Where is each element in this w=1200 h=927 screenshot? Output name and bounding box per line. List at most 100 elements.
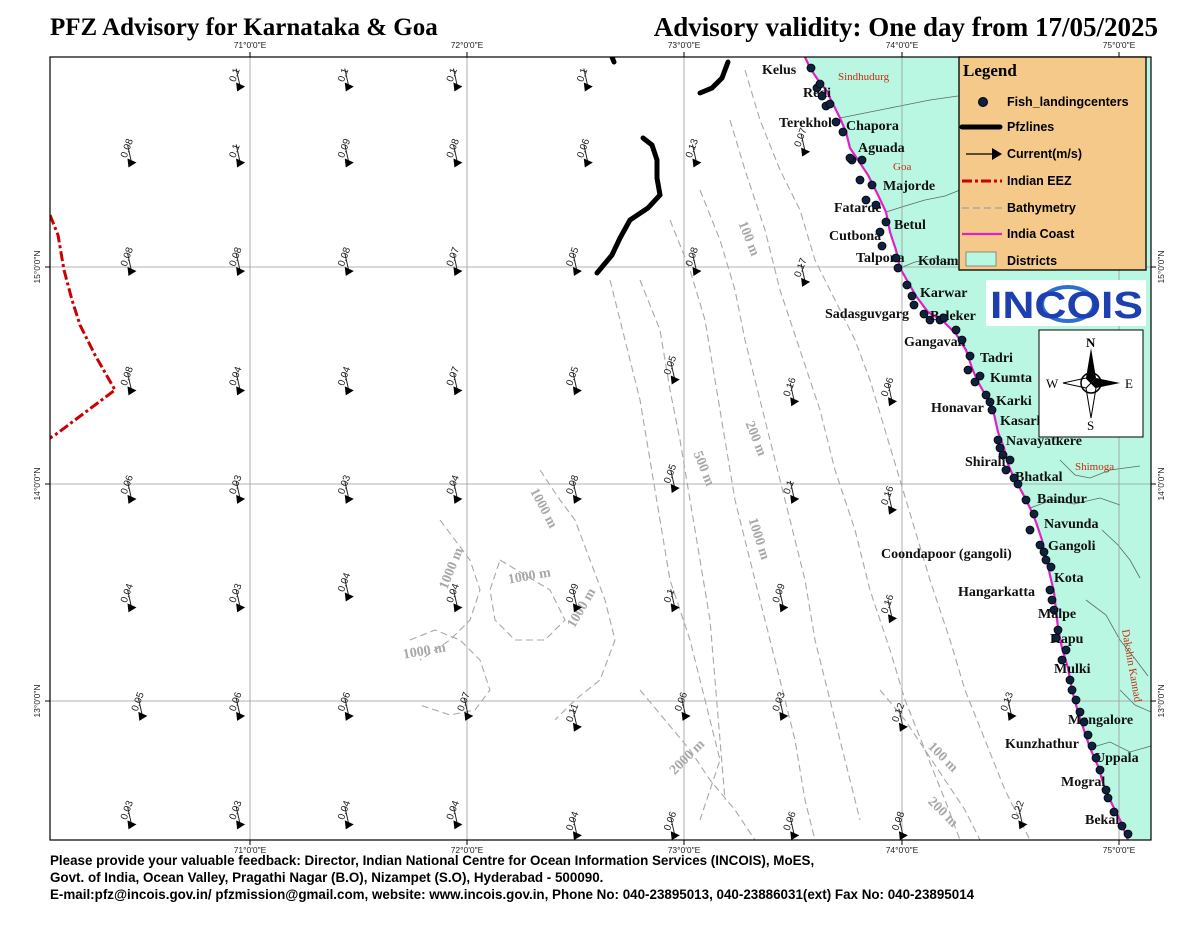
current-arrowhead — [127, 603, 137, 613]
landing-center-label: Kolam — [918, 254, 959, 269]
landing-center-label: Hangarkatta — [958, 585, 1035, 600]
landing-center-dot — [939, 313, 949, 323]
landing-center-label: Majorde — [883, 179, 935, 194]
landing-center-label: Chapora — [846, 119, 899, 134]
landing-center-dot — [825, 99, 835, 109]
current-arrowhead — [670, 603, 680, 613]
current-arrowhead — [344, 386, 354, 396]
landing-center-dot — [1025, 525, 1035, 535]
current-shaft — [887, 600, 893, 619]
current-vector: 0.1 — [575, 66, 593, 92]
current-arrowhead — [790, 397, 800, 407]
current-arrowhead — [583, 82, 593, 92]
landing-center-dot — [1095, 765, 1105, 775]
current-arrowhead — [453, 82, 463, 92]
current-arrowhead — [236, 158, 246, 168]
current-shaft — [1007, 697, 1013, 716]
landing-center-label: Mulki — [1054, 662, 1091, 677]
footer-line-2: Govt. of India, Ocean Valley, Pragathi N… — [50, 870, 604, 885]
current-shaft — [887, 383, 893, 402]
landing-center-label: Baindur — [1037, 492, 1087, 507]
current-arrowhead — [344, 158, 354, 168]
landing-center-label: Navunda — [1044, 517, 1098, 532]
current-shaft — [126, 144, 132, 163]
current-arrowhead — [453, 820, 463, 830]
landing-center-dot — [907, 291, 917, 301]
lat-tick-left: 14°0'0"N — [32, 467, 42, 500]
landing-center-dot — [1117, 821, 1127, 831]
current-arrowhead — [236, 820, 246, 830]
landing-center-dot — [1029, 509, 1039, 519]
current-arrowhead — [583, 158, 593, 168]
current-shaft — [344, 480, 350, 499]
current-shaft — [691, 144, 697, 163]
compass-e: E — [1125, 376, 1133, 391]
incois-logo: INCOIS — [986, 280, 1146, 327]
landing-center-dot — [995, 443, 1005, 453]
landing-center-dot — [951, 325, 961, 335]
current-arrowhead — [888, 397, 898, 407]
current-arrowhead — [670, 484, 680, 493]
landing-center-dot — [981, 390, 991, 400]
landing-center-dot — [815, 79, 825, 89]
landing-center-dot — [875, 227, 885, 237]
lon-tick-bottom: 71°0'0"E — [234, 845, 267, 855]
current-arrowhead — [344, 82, 354, 92]
validity-title: Advisory validity: One day from 17/05/20… — [653, 12, 1158, 42]
compass-ring — [1080, 372, 1102, 394]
current-shaft — [789, 383, 795, 402]
current-arrowhead — [453, 158, 463, 168]
landing-center-dot — [1109, 807, 1119, 817]
current-shaft — [452, 480, 458, 499]
current-shaft — [452, 806, 458, 825]
landing-center-dot — [1067, 685, 1077, 695]
current-speed-label: 0.1 — [662, 587, 677, 604]
lat-tick-left: 15°0'0"N — [32, 250, 42, 283]
current-shaft — [344, 578, 350, 597]
landing-center-dot — [925, 315, 935, 325]
current-shaft — [800, 263, 806, 282]
current-shaft — [235, 480, 241, 499]
landing-center-dot — [987, 405, 997, 415]
compass-north-needle — [1086, 348, 1096, 383]
landing-center-label: Honavar — [931, 401, 984, 416]
landing-center-dot — [845, 153, 855, 163]
landing-center-dot — [1123, 829, 1133, 839]
current-arrowhead — [236, 267, 246, 276]
landing-center-dot — [1083, 730, 1093, 740]
legend-label-current: Current(m/s) — [1007, 147, 1082, 161]
landing-center-label: Bhatkal — [1015, 470, 1063, 485]
legend-symbol-current-head — [992, 148, 1002, 160]
landing-center-dot — [1101, 785, 1111, 795]
landing-center-dot — [1001, 465, 1011, 475]
current-arrowhead — [790, 494, 800, 504]
current-shaft — [670, 469, 676, 489]
current-arrowhead — [344, 592, 354, 602]
current-shaft — [235, 372, 241, 391]
landing-center-dot — [881, 217, 891, 227]
fish-landing-centers: Kelus Redi Terekhol Chapora Aguada MajordeFat… — [762, 63, 1139, 839]
district-label: Shimoga — [1075, 461, 1114, 473]
current-arrowhead — [464, 711, 474, 721]
current-arrowhead — [801, 147, 811, 157]
landing-center-dot — [957, 335, 967, 345]
current-arrowhead — [790, 831, 800, 840]
landing-center-dot — [1103, 793, 1113, 803]
footer-line-1: Please provide your valuable feedback: D… — [50, 853, 815, 868]
current-arrowhead — [127, 494, 137, 504]
landing-center-label: Mogral — [1061, 775, 1105, 790]
lat-tick-right: 15°0'0"N — [1156, 250, 1166, 283]
lon-tick-top: 71°0'0"E — [234, 40, 267, 50]
landing-center-dot — [1061, 645, 1071, 655]
landing-center-label: Gangoli — [1048, 539, 1096, 554]
legend-label-pfz: Pfzlines — [1007, 120, 1054, 134]
lon-tick-bottom: 75°0'0"E — [1103, 845, 1136, 855]
logo-wave-icon — [1040, 285, 1096, 323]
current-vector: 0.1 — [782, 479, 800, 504]
current-arrowhead — [779, 711, 789, 721]
current-arrowhead — [236, 494, 246, 504]
landing-center-dot — [1065, 675, 1075, 685]
current-shaft — [898, 708, 904, 727]
current-speed-label: 0.1 — [575, 66, 590, 83]
district-label: Goa — [893, 161, 911, 173]
